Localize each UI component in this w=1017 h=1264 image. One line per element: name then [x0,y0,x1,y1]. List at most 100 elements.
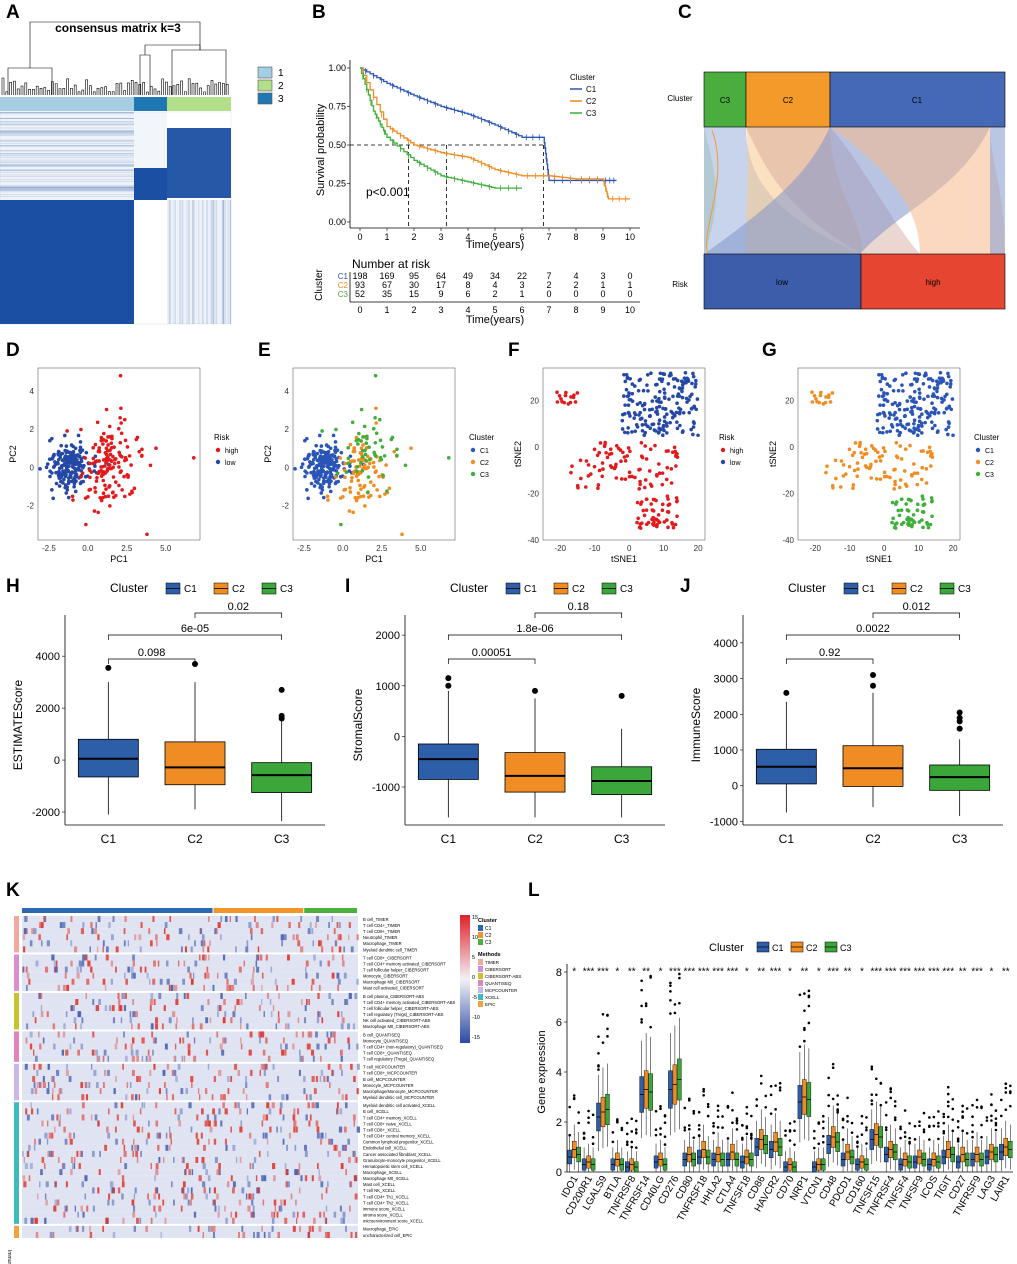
panel-b-risk-count: 2 [546,280,551,290]
scatter-point [118,440,123,445]
scatter-point [908,382,913,387]
heatmap-row-label: Monocyte_MCPCOUNTER [363,1083,414,1088]
scatter-point [674,496,679,500]
scatter-point [91,456,96,461]
scatter-point [660,502,665,507]
panel-b-risk-count: 34 [490,271,500,281]
scatter-point [105,469,109,473]
scatter-point [657,471,662,476]
scatter-point [135,435,140,440]
scatter-point [887,416,891,420]
scatter-point [890,520,894,525]
panel-b-risk-count: 2 [573,280,578,290]
scatter-point [75,453,80,457]
scatter-point [78,448,82,453]
scatter-point [691,371,695,376]
scatter-point [632,384,637,388]
method-bar [14,916,19,953]
scatter-point [877,430,882,435]
scatter-point [76,466,80,471]
scatter-point [373,373,378,378]
scatter-point [59,479,63,484]
scatter-point [685,400,689,404]
scatter-point [674,410,679,415]
scatter-point [319,450,324,455]
heatmap-row-label: T cell NK_XCELL [363,1188,396,1193]
scatter-point [83,456,88,460]
scatter-point [400,532,404,537]
scatter-point [72,484,76,489]
scatter-point [675,420,679,424]
scatter-point [88,475,92,480]
scatter-point [652,523,656,527]
scatter-point [644,497,649,501]
scatter-point [48,469,52,473]
scatter-point [104,439,108,443]
scatter-point [907,523,911,527]
scatter-point [652,520,656,525]
heatmap-row-label: T cell CD4+_TIMER [363,923,400,928]
significance-mark: * [572,967,576,978]
scatter-point [623,403,627,407]
heatmap-row-label: microenvironment score_XCELL [363,1219,424,1224]
ytick: 0 [285,463,290,472]
scatter-point [100,465,105,469]
ytick: 4000 [714,638,738,650]
cluster-legend-item: C3 [485,940,492,946]
panel-label-a: A [6,2,20,23]
scatter-point [105,455,110,459]
scatter-point [639,500,644,504]
scatter-point [348,490,353,494]
scatter-point [322,464,326,469]
scatter-point [320,488,325,492]
scatter-point [930,394,935,398]
scatter-point [352,448,356,453]
scatter-point [839,459,844,463]
scatter-point [64,450,69,455]
legend-item: high [730,448,743,455]
xlabel: tSNE1 [611,554,637,564]
xtick: C3 [614,832,630,846]
outlier [532,687,538,694]
scatter-point [104,461,108,465]
scatter-point [373,453,377,457]
scatter-point [624,373,629,377]
scatter-point [877,455,882,459]
scatter-point [869,444,874,448]
scatter-point [325,457,329,462]
scatter-point [65,429,69,433]
scatter-point [673,449,678,454]
scatter-point [919,477,924,482]
scatter-point [630,391,635,396]
legend-item: low [730,460,741,467]
ylabel: tSNE2 [768,441,778,467]
scatter-point [890,402,895,407]
xtick: 5.0 [160,544,172,553]
scatter-point [867,466,872,471]
ytick: 0 [790,443,795,452]
scatter-point [660,508,665,513]
panel-b-risk-xtick: 9 [600,305,605,315]
box-c1 [417,743,479,780]
scatter-point [894,500,899,504]
scatter-point [93,490,98,494]
scatter-point [335,448,340,452]
colorbar-tick: 10 [472,935,478,941]
significance-mark: *** [899,967,911,978]
scatter-point [638,479,642,484]
scatter-point [106,494,111,498]
panel-c-node-c3-label: C3 [720,96,731,105]
heatmap-row-label: B cell_TIMER [363,917,389,922]
scatter-point [93,486,97,490]
scatter-point [948,382,953,386]
scatter-point [689,427,693,432]
scatter-point [70,464,75,469]
scatter-point [317,477,321,482]
scatter-point [119,421,123,425]
scatter-point [625,454,630,458]
scatter-point [103,483,107,488]
scatter-point [642,402,647,407]
outlier [783,689,790,696]
scatter-point [894,440,899,445]
immune-label: Immune [6,1250,12,1264]
